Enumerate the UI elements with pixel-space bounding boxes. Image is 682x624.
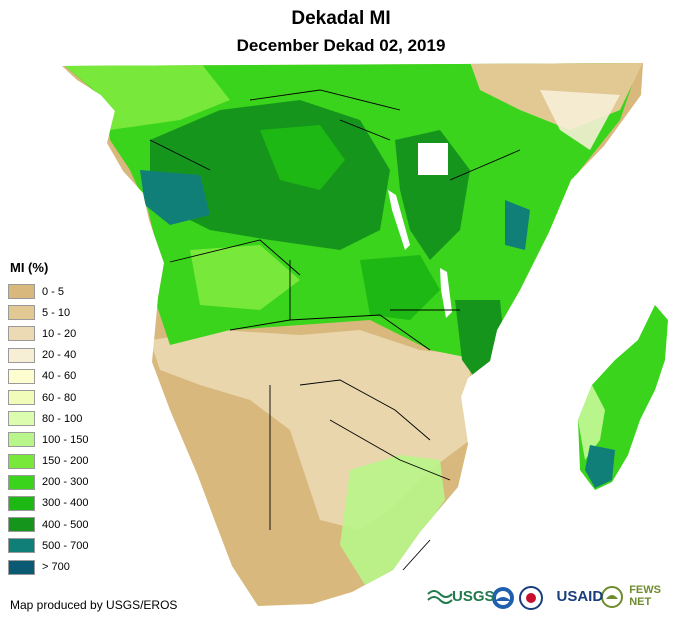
legend-item: 300 - 400 xyxy=(8,493,88,514)
usaid-logo-text: USAID xyxy=(556,587,604,605)
legend-item: 5 - 10 xyxy=(8,302,88,323)
legend-item: 150 - 200 xyxy=(8,451,88,472)
legend-swatch xyxy=(8,517,35,533)
legend-swatch xyxy=(8,453,35,469)
fewsnet-logo-icon xyxy=(601,586,623,608)
legend-label: 80 - 100 xyxy=(42,412,83,425)
legend-swatch xyxy=(8,474,35,490)
madagascar xyxy=(578,305,668,490)
legend-item: 400 - 500 xyxy=(8,514,88,535)
madagascar-wet-core xyxy=(585,445,615,488)
legend-item: > 700 xyxy=(8,556,88,577)
legend-label: 500 - 700 xyxy=(42,539,89,552)
legend-title: MI (%) xyxy=(10,260,49,275)
legend: MI (%) 0 - 5 5 - 10 10 - 20 20 - 40 40 - 60 6… xyxy=(8,260,88,578)
legend-swatch xyxy=(8,432,35,448)
legend-swatch xyxy=(8,411,35,427)
legend-swatch xyxy=(8,326,35,342)
lake-tanganyika xyxy=(388,190,410,250)
legend-swatch xyxy=(8,347,35,363)
usaid-seal-icon xyxy=(519,586,543,610)
angola-highland-core xyxy=(190,245,300,310)
legend-label: 40 - 60 xyxy=(42,370,77,383)
legend-label: 10 - 20 xyxy=(42,327,77,340)
legend-label: 20 - 40 xyxy=(42,349,77,362)
title-band xyxy=(0,0,682,62)
usgs-logo-text: USGS xyxy=(452,587,495,605)
east-coast-core xyxy=(505,200,530,250)
legend-swatch xyxy=(8,559,35,575)
legend-label: > 700 xyxy=(42,561,70,574)
legend-rows: 0 - 5 5 - 10 10 - 20 20 - 40 40 - 60 60 - 80 8… xyxy=(8,281,88,578)
legend-item: 20 - 40 xyxy=(8,345,88,366)
legend-item: 500 - 700 xyxy=(8,535,88,556)
map-credit: Map produced by USGS/EROS xyxy=(10,598,178,612)
madagascar-landmass xyxy=(578,305,668,490)
legend-swatch xyxy=(8,305,35,321)
legend-item: 40 - 60 xyxy=(8,366,88,387)
zambia-core xyxy=(360,255,440,320)
legend-item: 60 - 80 xyxy=(8,387,88,408)
rift-valley-core xyxy=(395,130,470,260)
madagascar-dry-west xyxy=(578,385,605,460)
legend-item: 80 - 100 xyxy=(8,408,88,429)
legend-swatch xyxy=(8,390,35,406)
legend-label: 400 - 500 xyxy=(42,518,89,531)
usgs-logo-icon xyxy=(427,590,453,604)
west-coast-core xyxy=(140,170,210,225)
congo-basin-core xyxy=(150,100,390,250)
lake-malawi xyxy=(440,268,452,318)
map-title: Dekadal MI xyxy=(291,8,391,29)
legend-swatch xyxy=(8,368,35,384)
legend-label: 0 - 5 xyxy=(42,285,65,298)
legend-swatch xyxy=(8,495,35,511)
central-core xyxy=(260,125,345,190)
legend-swatch xyxy=(8,284,35,300)
partner-logos: USGS USAID FEWS NET xyxy=(426,584,682,608)
country-borders xyxy=(149,89,521,571)
legend-swatch xyxy=(8,538,35,554)
northeast-pale-patch xyxy=(540,90,620,150)
legend-item: 200 - 300 xyxy=(8,472,88,493)
legend-item: 10 - 20 xyxy=(8,323,88,344)
africa-landmass xyxy=(62,63,668,606)
lake-victoria xyxy=(418,143,448,175)
legend-item: 100 - 150 xyxy=(8,429,88,450)
legend-label: 100 - 150 xyxy=(42,433,89,446)
legend-label: 300 - 400 xyxy=(42,497,89,510)
legend-label: 150 - 200 xyxy=(42,455,89,468)
legend-item: 0 - 5 xyxy=(8,281,88,302)
noaa-logo-icon xyxy=(492,587,514,609)
fewsnet-logo-text: FEWS NET xyxy=(629,584,661,608)
legend-label: 60 - 80 xyxy=(42,391,77,404)
legend-label: 200 - 300 xyxy=(42,476,89,489)
map-subtitle: December Dekad 02, 2019 xyxy=(236,36,446,55)
southeast-green-strip xyxy=(340,455,445,585)
northwest-light-green xyxy=(62,63,230,130)
legend-label: 5 - 10 xyxy=(42,306,71,319)
